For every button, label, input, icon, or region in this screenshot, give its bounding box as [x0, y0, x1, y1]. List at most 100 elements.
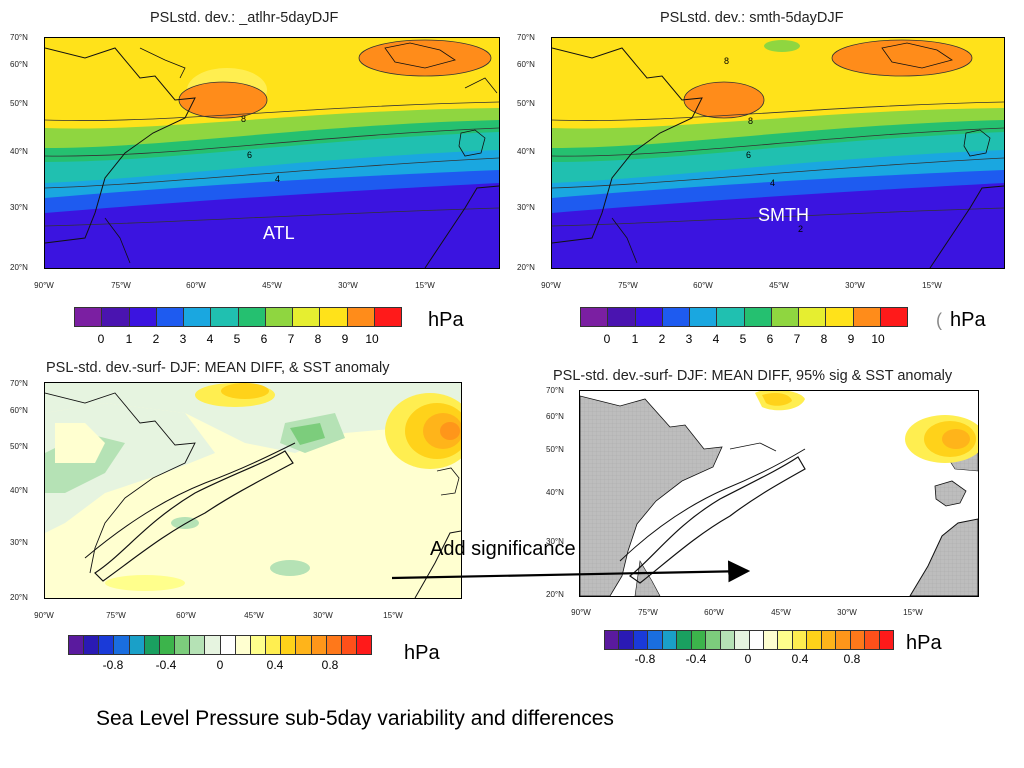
lon-label: 75°W — [111, 281, 131, 290]
colorbar-swatch — [771, 308, 799, 326]
colorbar-tick: 5 — [739, 332, 747, 346]
lon-label: 15°W — [903, 608, 923, 617]
lon-label: 75°W — [618, 281, 638, 290]
colorbar-tick: 6 — [260, 332, 268, 346]
lon-label: 15°W — [922, 281, 942, 290]
colorbar-tick: 7 — [793, 332, 801, 346]
colorbar-swatch — [341, 636, 357, 654]
colorbar-swatch — [865, 631, 880, 649]
lat-label: 30°N — [10, 538, 28, 547]
contour-label: 4 — [770, 178, 776, 188]
lon-label: 90°W — [571, 608, 591, 617]
colorbar-swatch — [75, 308, 103, 326]
region-label: ATL — [263, 223, 295, 243]
panel-title: PSLstd. dev.: _atlhr-5dayDJF — [150, 10, 339, 26]
colorbar-tick: 0 — [216, 658, 224, 672]
colorbar-swatch — [144, 636, 160, 654]
colorbar-tick: 10 — [871, 332, 885, 346]
colorbar-swatch — [850, 631, 866, 649]
std-dev-map: 8 8 6 4 2 SMTH — [551, 37, 1005, 269]
colorbar-swatch — [853, 308, 881, 326]
lon-label: 90°W — [34, 611, 54, 620]
colorbar-swatch — [250, 636, 267, 654]
lat-label: 20°N — [517, 263, 535, 272]
colorbar-swatch — [84, 636, 100, 654]
colorbar-tick: 4 — [712, 332, 720, 346]
lon-label: 15°W — [415, 281, 435, 290]
unit-label: hPa — [404, 642, 440, 664]
colorbar-swatch — [281, 636, 297, 654]
colorbar-tick: -0.4 — [155, 658, 177, 672]
colorbar-swatch — [749, 631, 764, 649]
colorbar-tick: 9 — [847, 332, 855, 346]
lon-label: 75°W — [106, 611, 126, 620]
colorbar-swatch — [184, 308, 212, 326]
lon-label: 30°W — [338, 281, 358, 290]
lon-label: 30°W — [845, 281, 865, 290]
lon-label: 30°W — [313, 611, 333, 620]
lat-label: 60°N — [546, 412, 564, 421]
colorbar-tick: -0.8 — [634, 652, 656, 666]
panel-title: PSLstd. dev.: smth-5dayDJF — [660, 10, 844, 26]
colorbar-swatch — [175, 636, 191, 654]
lat-label: 50°N — [546, 445, 564, 454]
colorbar-tick: 0 — [97, 332, 105, 346]
colorbar-swatch — [156, 308, 184, 326]
contour-label: 8 — [241, 114, 247, 124]
colorbar-swatch — [581, 308, 609, 326]
lat-label: 60°N — [517, 60, 535, 69]
mean-diff-map-svg — [45, 383, 461, 598]
colorbar-swatch — [238, 308, 266, 326]
colorbar-swatch — [69, 636, 85, 654]
lat-label: 70°N — [546, 386, 564, 395]
colorbar-swatch — [635, 308, 663, 326]
colorbar-swatch — [735, 631, 750, 649]
lat-label: 50°N — [10, 442, 28, 451]
colorbar-swatch — [347, 308, 375, 326]
panel-title: PSL-std. dev.-surf- DJF: MEAN DIFF, & SS… — [46, 360, 390, 376]
slide-caption: Sea Level Pressure sub-5day variability … — [96, 707, 614, 730]
colorbar — [580, 307, 908, 327]
contour-label: 6 — [247, 150, 253, 160]
colorbar-swatch — [99, 636, 115, 654]
colorbar-swatch — [836, 631, 851, 649]
significance-map — [579, 390, 979, 597]
colorbar — [74, 307, 402, 327]
lat-label: 60°N — [10, 406, 28, 415]
lat-label: 20°N — [546, 590, 564, 599]
lon-label: 15°W — [383, 611, 403, 620]
colorbar-swatch — [648, 631, 663, 649]
colorbar-swatch — [826, 308, 854, 326]
lat-label: 50°N — [10, 99, 28, 108]
colorbar-swatch — [266, 636, 282, 654]
colorbar-swatch — [662, 631, 678, 649]
lat-label: 70°N — [517, 33, 535, 42]
colorbar-swatch — [879, 631, 894, 649]
colorbar-tick: 10 — [365, 332, 379, 346]
lat-label: 30°N — [10, 203, 28, 212]
lat-label: 60°N — [10, 60, 28, 69]
colorbar-swatch — [677, 631, 692, 649]
colorbar-swatch — [114, 636, 130, 654]
colorbar-tick: 0 — [603, 332, 611, 346]
colorbar-swatch — [211, 308, 239, 326]
colorbar-swatch — [293, 308, 321, 326]
colorbar-swatch — [220, 636, 236, 654]
colorbar-swatch — [690, 308, 718, 326]
unit-label: hPa — [906, 632, 942, 654]
mean-diff-map — [44, 382, 462, 599]
colorbar-swatch — [717, 308, 745, 326]
colorbar-tick: 0.8 — [321, 658, 339, 672]
lon-label: 45°W — [262, 281, 282, 290]
lat-label: 20°N — [10, 593, 28, 602]
colorbar — [604, 630, 894, 650]
lon-label: 60°W — [704, 608, 724, 617]
colorbar-tick: 1 — [125, 332, 133, 346]
colorbar-swatch — [265, 308, 293, 326]
colorbar-tick: 8 — [820, 332, 828, 346]
colorbar-swatch — [633, 631, 649, 649]
colorbar-swatch — [129, 636, 145, 654]
std-dev-map-svg — [45, 38, 499, 268]
colorbar-swatch — [662, 308, 690, 326]
lon-label: 30°W — [837, 608, 857, 617]
